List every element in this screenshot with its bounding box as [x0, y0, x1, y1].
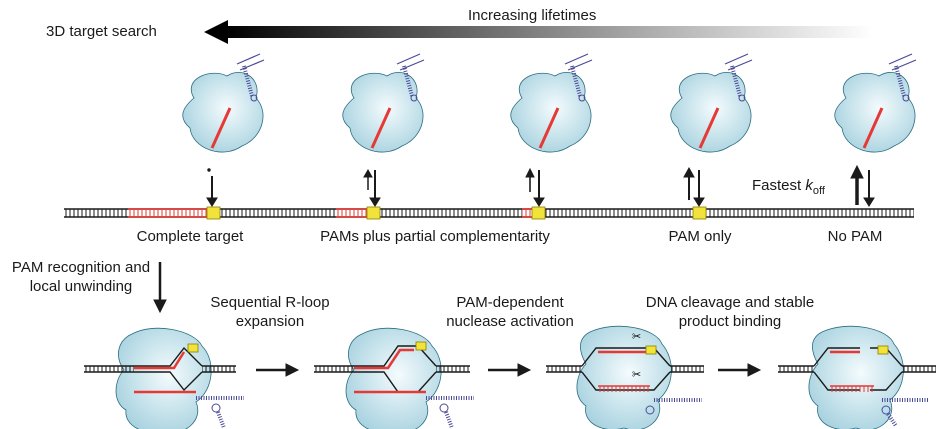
complex-rloop-expansion	[314, 327, 474, 429]
koff-label: Fastest koff	[752, 176, 825, 201]
state-label-complete: Complete target	[136, 228, 244, 245]
scissors-icon-top: ✂	[632, 330, 641, 343]
binding-arrows	[206, 164, 875, 207]
lifetime-gradient-arrow	[204, 20, 874, 44]
step-arrows	[256, 363, 762, 377]
pam-recognition-arrow	[153, 262, 167, 314]
cas9-protein-3	[510, 53, 593, 153]
nuclease-line2: nuclease activation	[446, 313, 574, 330]
cas9-protein-4	[670, 53, 753, 153]
protein-row	[182, 53, 917, 153]
pam-recognition-line2: local unwinding	[29, 278, 133, 295]
koff-sub: off	[812, 185, 825, 197]
complex-nuclease-activation: ✂ ✂	[546, 325, 704, 429]
koff-prefix: Fastest	[752, 177, 806, 194]
rloop-line1: Sequential R-loop	[210, 294, 330, 311]
dna-strand	[64, 206, 914, 220]
cas9-protein-2	[342, 53, 425, 153]
rloop-line2: expansion	[235, 313, 305, 330]
bottom-complexes: ✂ ✂	[84, 325, 936, 429]
state-label-pam-only: PAM only	[668, 228, 732, 245]
complex-pam-recognition	[84, 327, 244, 429]
lifetimes-label: Increasing lifetimes	[468, 7, 597, 24]
rloop-label: Sequential R-loop expansion	[190, 293, 350, 331]
cleavage-line2: product binding	[678, 313, 782, 330]
search-label: 3D target search	[46, 23, 157, 40]
scissors-icon-bottom: ✂	[632, 368, 641, 381]
cleavage-line1: DNA cleavage and stable	[645, 294, 815, 311]
pam-recognition-line1: PAM recognition and	[11, 259, 151, 276]
nuclease-line1: PAM-dependent	[456, 294, 564, 311]
pam-recognition-label: PAM recognition and local unwinding	[2, 258, 160, 296]
nuclease-label: PAM-dependent nuclease activation	[430, 293, 590, 331]
koff-k: k	[805, 177, 813, 194]
cas9-protein-5	[834, 53, 917, 153]
state-label-no-pam: No PAM	[827, 228, 883, 245]
cas9-protein-1	[182, 53, 265, 153]
state-label-partial: PAMs plus partial complementarity	[320, 228, 550, 245]
complex-cleavage-product	[778, 325, 936, 429]
cleavage-label: DNA cleavage and stable product binding	[620, 293, 840, 331]
